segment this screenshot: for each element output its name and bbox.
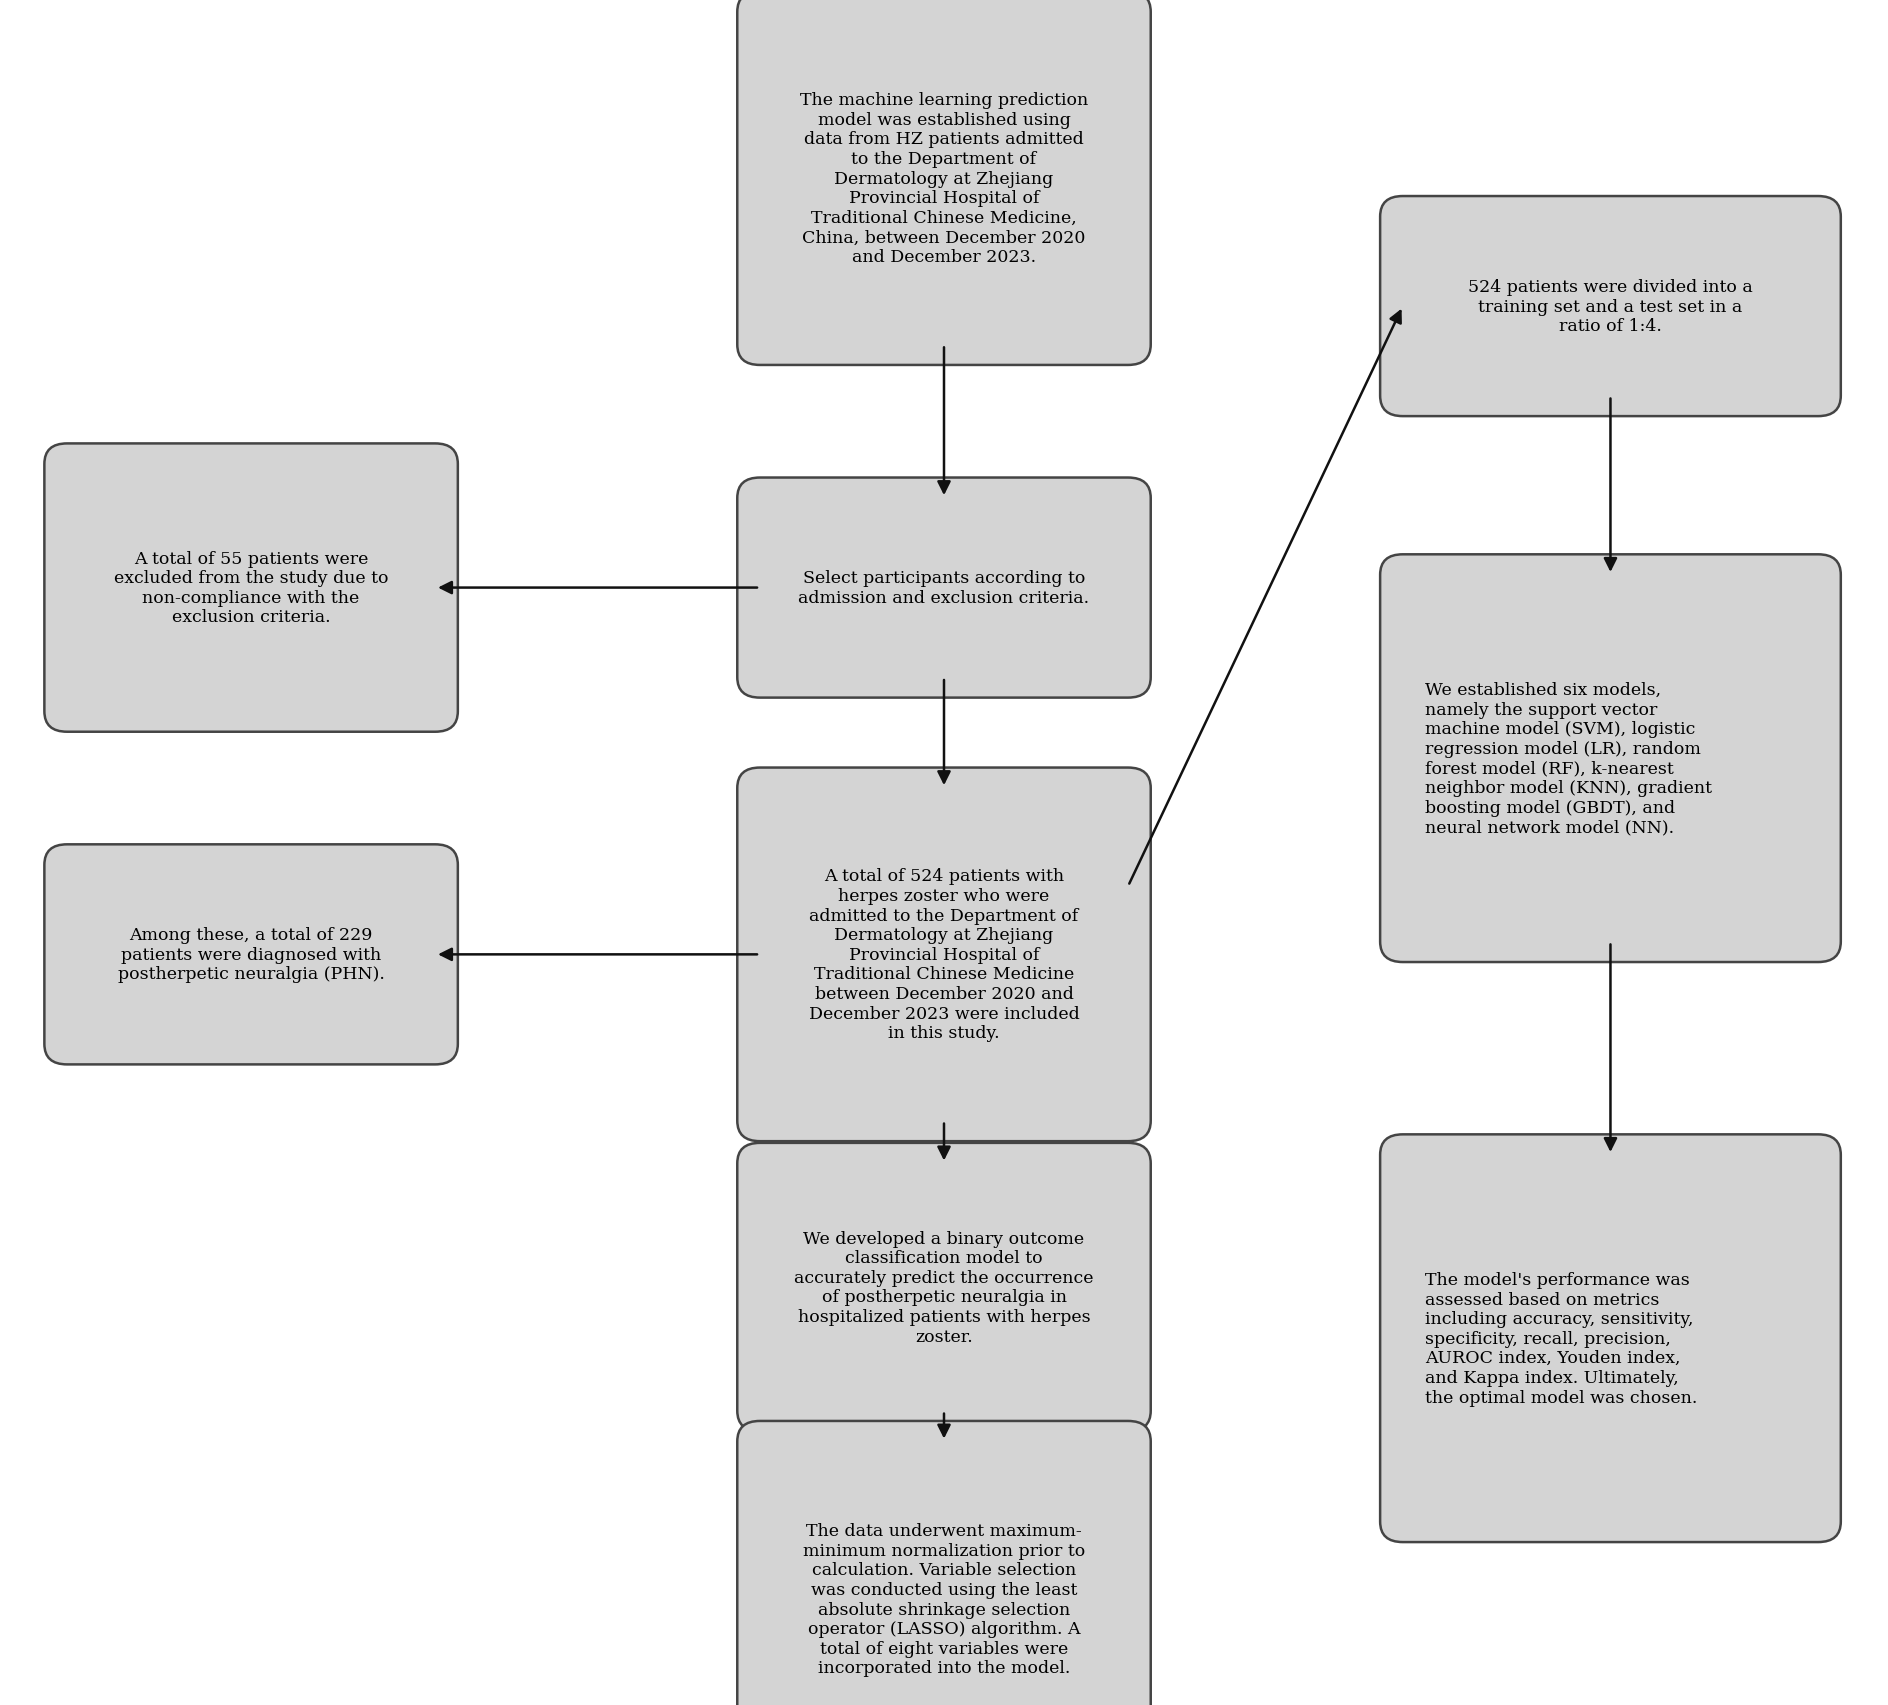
FancyBboxPatch shape (1380, 554, 1841, 962)
FancyBboxPatch shape (736, 767, 1150, 1142)
FancyBboxPatch shape (736, 1422, 1150, 1705)
FancyBboxPatch shape (736, 0, 1150, 367)
FancyBboxPatch shape (45, 443, 457, 733)
FancyBboxPatch shape (45, 846, 457, 1064)
Text: A total of 55 patients were
excluded from the study due to
non-compliance with t: A total of 55 patients were excluded fro… (113, 551, 389, 626)
Text: We developed a binary outcome
classification model to
accurately predict the occ: We developed a binary outcome classifica… (795, 1229, 1093, 1345)
Text: We established six models,
namely the support vector
machine model (SVM), logist: We established six models, namely the su… (1425, 682, 1712, 835)
Text: The data underwent maximum-
minimum normalization prior to
calculation. Variable: The data underwent maximum- minimum norm… (802, 1523, 1086, 1676)
Text: A total of 524 patients with
herpes zoster who were
admitted to the Department o: A total of 524 patients with herpes zost… (808, 868, 1080, 1042)
Text: The machine learning prediction
model was established using
data from HZ patient: The machine learning prediction model wa… (801, 92, 1087, 266)
FancyBboxPatch shape (736, 477, 1150, 699)
Text: Select participants according to
admission and exclusion criteria.: Select participants according to admissi… (799, 569, 1089, 607)
Text: The model's performance was
assessed based on metrics
including accuracy, sensit: The model's performance was assessed bas… (1425, 1272, 1697, 1405)
Text: 524 patients were divided into a
training set and a test set in a
ratio of 1:4.: 524 patients were divided into a trainin… (1469, 280, 1752, 334)
FancyBboxPatch shape (1380, 1136, 1841, 1541)
FancyBboxPatch shape (1380, 198, 1841, 418)
FancyBboxPatch shape (736, 1144, 1150, 1432)
Text: Among these, a total of 229
patients were diagnosed with
postherpetic neuralgia : Among these, a total of 229 patients wer… (117, 928, 385, 982)
